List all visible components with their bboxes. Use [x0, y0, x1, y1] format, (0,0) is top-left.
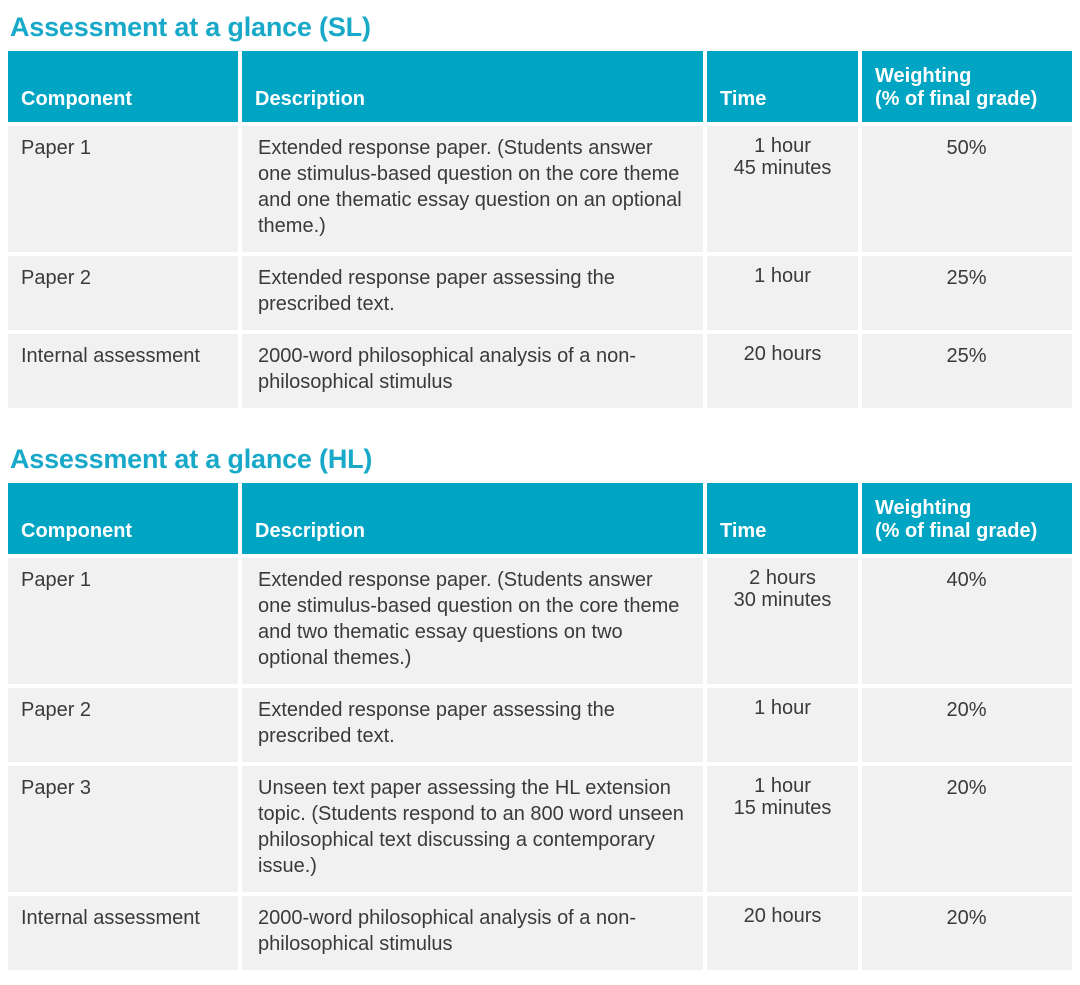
time-cell: 20 hours — [707, 896, 858, 970]
column-header-description: Description — [242, 51, 703, 122]
time-cell: 2 hours 30 minutes — [707, 558, 858, 684]
component-cell: Paper 2 — [8, 688, 238, 762]
description-cell: 2000-word philosophical analysis of a no… — [242, 896, 703, 970]
table-row: Internal assessment 2000-word philosophi… — [8, 334, 1072, 408]
column-header-time: Time — [707, 483, 858, 554]
table-row: Paper 2 Extended response paper assessin… — [8, 256, 1072, 330]
column-header-description: Description — [242, 483, 703, 554]
description-cell: Extended response paper assessing the pr… — [242, 688, 703, 762]
table-row: Paper 1 Extended response paper. (Studen… — [8, 126, 1072, 252]
component-cell: Paper 1 — [8, 126, 238, 252]
component-cell: Internal assessment — [8, 334, 238, 408]
document-page: Assessment at a glance (SL) Component De… — [8, 12, 1072, 970]
assessment-section-hl: Assessment at a glance (HL) Component De… — [8, 444, 1072, 970]
weighting-cell: 20% — [862, 688, 1072, 762]
table-row: Paper 1 Extended response paper. (Studen… — [8, 558, 1072, 684]
section-title-sl: Assessment at a glance (SL) — [10, 12, 371, 42]
weighting-cell: 20% — [862, 766, 1072, 892]
time-cell: 1 hour 45 minutes — [707, 126, 858, 252]
table-header-row: Component Description Time Weighting (% … — [8, 51, 1072, 122]
time-cell: 1 hour — [707, 256, 858, 330]
column-header-component: Component — [8, 483, 238, 554]
description-cell: Extended response paper. (Students answe… — [242, 126, 703, 252]
time-cell: 1 hour 15 minutes — [707, 766, 858, 892]
weighting-cell: 25% — [862, 256, 1072, 330]
table-header-row: Component Description Time Weighting (% … — [8, 483, 1072, 554]
column-header-component: Component — [8, 51, 238, 122]
assessment-table-hl: Component Description Time Weighting (% … — [8, 483, 1072, 970]
column-header-weighting: Weighting (% of final grade) — [862, 51, 1072, 122]
component-cell: Paper 1 — [8, 558, 238, 684]
table-row: Internal assessment 2000-word philosophi… — [8, 896, 1072, 970]
weighting-cell: 50% — [862, 126, 1072, 252]
description-cell: Extended response paper assessing the pr… — [242, 256, 703, 330]
description-cell: Extended response paper. (Students answe… — [242, 558, 703, 684]
description-cell: 2000-word philosophical analysis of a no… — [242, 334, 703, 408]
description-cell: Unseen text paper assessing the HL exten… — [242, 766, 703, 892]
weighting-cell: 20% — [862, 896, 1072, 970]
weighting-cell: 25% — [862, 334, 1072, 408]
table-row: Paper 3 Unseen text paper assessing the … — [8, 766, 1072, 892]
weighting-cell: 40% — [862, 558, 1072, 684]
component-cell: Paper 3 — [8, 766, 238, 892]
time-cell: 1 hour — [707, 688, 858, 762]
time-cell: 20 hours — [707, 334, 858, 408]
table-row: Paper 2 Extended response paper assessin… — [8, 688, 1072, 762]
column-header-weighting: Weighting (% of final grade) — [862, 483, 1072, 554]
section-title-hl: Assessment at a glance (HL) — [10, 444, 373, 474]
assessment-table-sl: Component Description Time Weighting (% … — [8, 51, 1072, 408]
assessment-section-sl: Assessment at a glance (SL) Component De… — [8, 12, 1072, 408]
column-header-time: Time — [707, 51, 858, 122]
component-cell: Internal assessment — [8, 896, 238, 970]
component-cell: Paper 2 — [8, 256, 238, 330]
